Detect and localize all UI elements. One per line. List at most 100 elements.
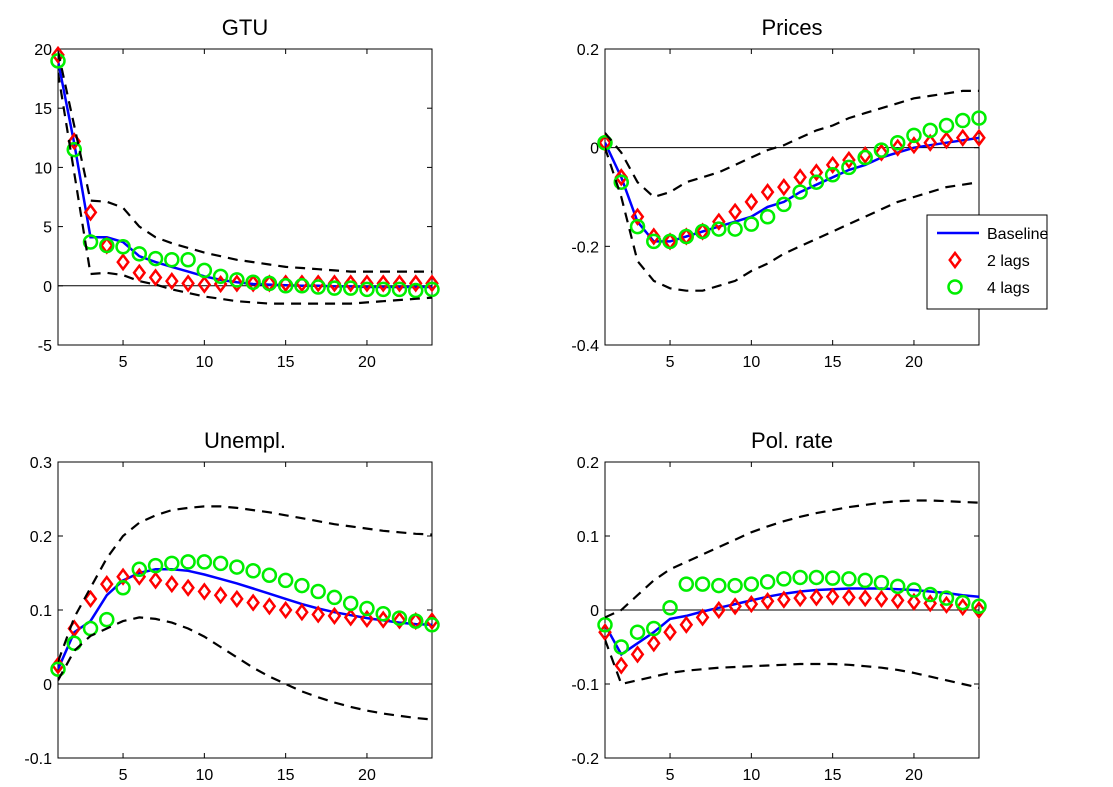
two-lags-marker	[614, 168, 629, 187]
four-lags-marker	[147, 250, 164, 267]
x-tick-label: 5	[666, 354, 675, 371]
y-tick-label: 0	[590, 141, 599, 158]
four-lags-marker	[971, 110, 987, 126]
two-lags-marker	[392, 611, 407, 630]
four-lags-marker	[131, 561, 148, 578]
four-lags-marker	[294, 577, 310, 594]
y-tick-label: 0.2	[577, 455, 599, 472]
four-lags-marker	[954, 594, 971, 611]
four-lags-marker	[906, 582, 922, 598]
two-lags-marker	[777, 590, 791, 609]
two-lags-marker	[793, 589, 807, 608]
four-lags-marker	[711, 221, 727, 237]
panel-prices: Prices 5 10 15 20 -0.4 -0.2 0 0.2	[571, 15, 987, 371]
panel-unempl: Unempl. 5 10 15 20 -0.1 0 0.1 0.2 0.3	[24, 428, 440, 784]
two-lags-marker	[165, 575, 179, 594]
two-lags-marker	[728, 202, 742, 221]
two-lags-marker	[712, 212, 726, 231]
two-lags-marker	[99, 575, 114, 594]
two-lags-marker	[148, 268, 163, 287]
four-lags-marker	[678, 228, 695, 245]
x-tick-label: 15	[824, 354, 842, 371]
two-lags-marker	[777, 178, 791, 197]
two-lags-marker	[825, 587, 840, 606]
confidence-band-line	[58, 616, 432, 721]
two-lags-marker	[728, 597, 742, 616]
x-tick-label: 20	[905, 354, 923, 371]
x-tick-label: 5	[119, 354, 128, 371]
four-lags-marker	[229, 559, 245, 575]
legend-four-lags-swatch	[947, 279, 963, 295]
four-lags-marker	[759, 208, 776, 225]
two-lags-marker	[311, 274, 325, 293]
baseline-series-line	[605, 587, 979, 657]
four-lags-marker	[743, 576, 760, 592]
two-lags-marker	[262, 597, 277, 616]
four-lags-marker	[342, 280, 359, 296]
two-lags-marker	[311, 605, 325, 624]
y-tick-label: 0.3	[30, 455, 52, 472]
two-lags-marker	[890, 138, 905, 157]
four-lags-marker	[857, 572, 873, 589]
four-lags-marker	[82, 234, 99, 250]
four-lags-marker	[115, 580, 131, 596]
y-tick-label: -5	[38, 338, 52, 355]
legend-label: 2 lags	[987, 253, 1030, 270]
two-lags-marker	[809, 163, 824, 182]
four-lags-marker	[727, 577, 743, 594]
four-lags-marker	[597, 617, 613, 633]
four-lags-marker	[662, 233, 678, 250]
x-tick-label: 15	[277, 767, 295, 784]
two-lags-marker	[793, 168, 807, 187]
two-lags-marker	[181, 274, 195, 293]
two-lags-marker	[295, 603, 309, 622]
chart-title: Unempl.	[204, 428, 286, 453]
chart-title: Prices	[761, 15, 822, 40]
two-lags-marker	[51, 45, 65, 65]
two-lags-marker	[955, 597, 970, 617]
four-lags-marker	[889, 578, 906, 595]
four-lags-marker	[776, 196, 792, 213]
two-lags-marker	[890, 591, 905, 610]
four-lags-marker	[294, 278, 310, 294]
y-tick-label: -0.2	[571, 751, 599, 768]
two-lags-marker	[825, 155, 840, 175]
y-tick-label: 0.2	[577, 42, 599, 59]
baseline-series-line	[605, 136, 979, 243]
two-lags-marker	[165, 271, 179, 291]
four-lags-marker	[164, 252, 180, 268]
two-lags-marker	[646, 634, 661, 653]
two-lags-marker	[679, 615, 694, 634]
confidence-band-line	[605, 639, 979, 689]
four-lags-marker	[391, 610, 408, 626]
panel-gtu: GTU 5 10 15 20 -5 0 5 10 15 20	[34, 15, 440, 371]
four-lags-marker	[326, 280, 343, 296]
x-tick-label: 20	[358, 354, 376, 371]
four-lags-marker	[727, 221, 743, 237]
four-lags-marker	[99, 237, 115, 254]
four-lags-marker	[277, 572, 294, 589]
four-lags-marker	[180, 554, 196, 570]
two-lags-marker	[760, 182, 775, 202]
two-lags-marker	[213, 586, 228, 605]
four-lags-marker	[824, 570, 841, 586]
two-lags-marker	[408, 274, 423, 293]
four-lags-marker	[678, 576, 695, 592]
two-lags-marker	[972, 600, 986, 620]
four-lags-marker	[342, 595, 359, 612]
four-lags-marker	[694, 576, 711, 592]
legend-box	[926, 214, 1048, 310]
two-lags-marker	[83, 203, 98, 222]
four-lags-marker	[196, 554, 213, 570]
baseline-series-line	[58, 60, 432, 289]
x-tick-label: 10	[195, 354, 213, 371]
confidence-band-line	[605, 89, 979, 199]
y-tick-label: -0.4	[571, 338, 599, 355]
four-lags-marker	[711, 577, 727, 594]
four-lags-marker	[66, 141, 83, 158]
four-lags-marker	[245, 563, 261, 579]
four-lags-marker	[841, 159, 857, 176]
axes-frame	[57, 48, 433, 346]
two-lags-marker	[663, 623, 677, 642]
